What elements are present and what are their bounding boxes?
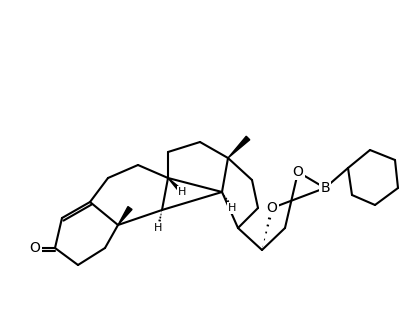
Text: B: B: [319, 181, 329, 195]
Polygon shape: [168, 178, 183, 194]
Text: O: O: [292, 165, 303, 179]
Polygon shape: [227, 136, 249, 158]
Text: H: H: [227, 203, 236, 213]
Text: O: O: [266, 201, 277, 215]
Text: H: H: [153, 223, 162, 233]
Polygon shape: [118, 206, 132, 225]
Text: O: O: [29, 241, 40, 255]
Text: H: H: [178, 187, 186, 197]
